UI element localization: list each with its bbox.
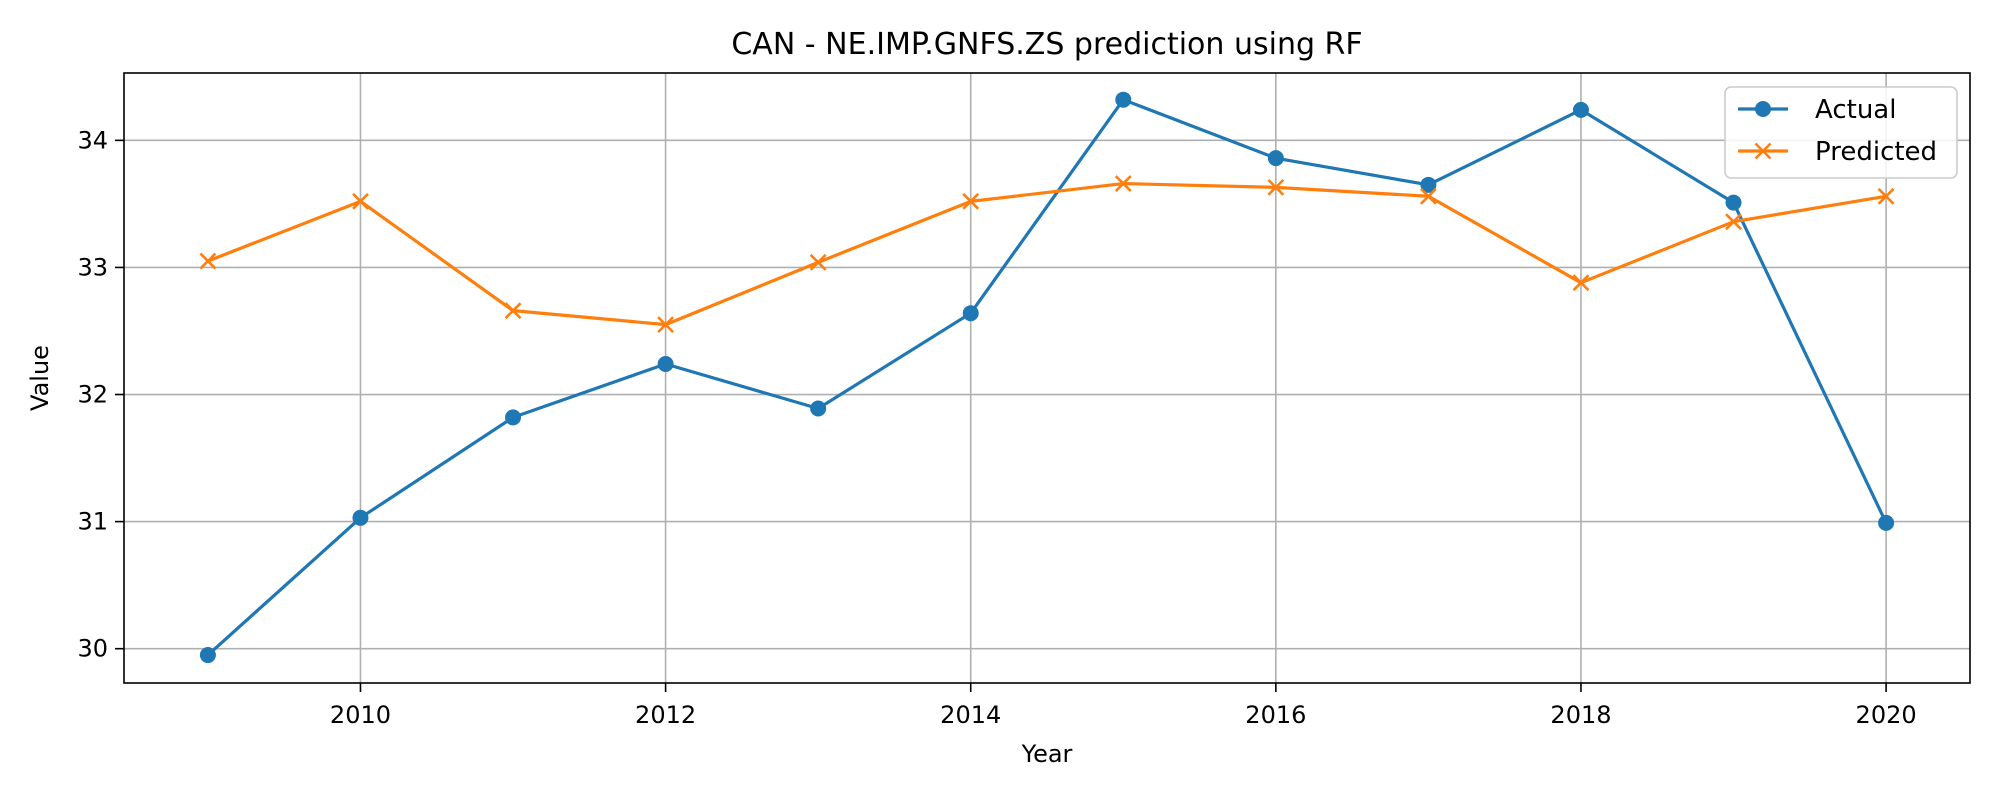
y-tick-label: 34 [77, 126, 108, 154]
series-predicted-point [1267, 178, 1285, 196]
x-tick-label: 2010 [330, 701, 391, 729]
series-predicted-point [352, 192, 369, 210]
series-actual-point [962, 305, 979, 322]
x-tick-label: 2016 [1245, 701, 1306, 729]
series-predicted-point [809, 253, 827, 271]
y-axis-label: Value [26, 345, 54, 411]
y-tick-label: 33 [77, 253, 108, 281]
series-actual-point [199, 647, 216, 664]
series-actual-point [1115, 91, 1132, 108]
series-actual-point [1267, 150, 1284, 167]
series-actual-point [657, 356, 674, 373]
y-tick-label: 31 [77, 508, 108, 536]
series-predicted-point [657, 316, 675, 334]
x-tick-label: 2020 [1856, 701, 1917, 729]
series-predicted-point [1877, 187, 1895, 205]
series-predicted-point [1114, 175, 1132, 192]
series-predicted-line [206, 181, 1888, 327]
x-tick-label: 2014 [940, 701, 1001, 729]
series-predicted-point [504, 302, 522, 320]
y-tick-label: 32 [77, 381, 108, 409]
series-layer [199, 91, 1895, 664]
y-tick-label: 30 [77, 635, 108, 663]
series-actual-point [1725, 194, 1742, 211]
series-actual-point [505, 409, 522, 426]
legend-label-predicted: Predicted [1815, 137, 1937, 167]
series-predicted-point [962, 192, 980, 210]
series-predicted-point [1725, 213, 1742, 231]
series-predicted-point [1419, 187, 1437, 205]
chart-title: CAN - NE.IMP.GNFS.ZS prediction using RF [731, 27, 1362, 62]
legend: Actual Predicted [1724, 86, 1958, 179]
series-predicted-point [199, 252, 217, 270]
series-actual-point [810, 400, 827, 417]
series-actual-point [1878, 514, 1895, 531]
axis-ticks: 2010 2012 2014 2016 2018 2020 30 31 32 33 34 [77, 126, 1916, 729]
series-actual-point [1420, 176, 1437, 193]
series-actual-line [206, 98, 1888, 657]
series-actual-point [352, 509, 369, 526]
series-predicted-point [1572, 274, 1590, 292]
plot-area-frame [123, 72, 1971, 684]
x-tick-label: 2018 [1550, 701, 1611, 729]
series-actual-point [1572, 101, 1589, 118]
x-tick-label: 2012 [635, 701, 696, 729]
legend-label-actual: Actual [1815, 95, 1896, 125]
legend-predicted-marker [1754, 142, 1772, 160]
legend-actual-marker [1755, 101, 1771, 117]
x-axis-label: Year [1021, 740, 1073, 768]
